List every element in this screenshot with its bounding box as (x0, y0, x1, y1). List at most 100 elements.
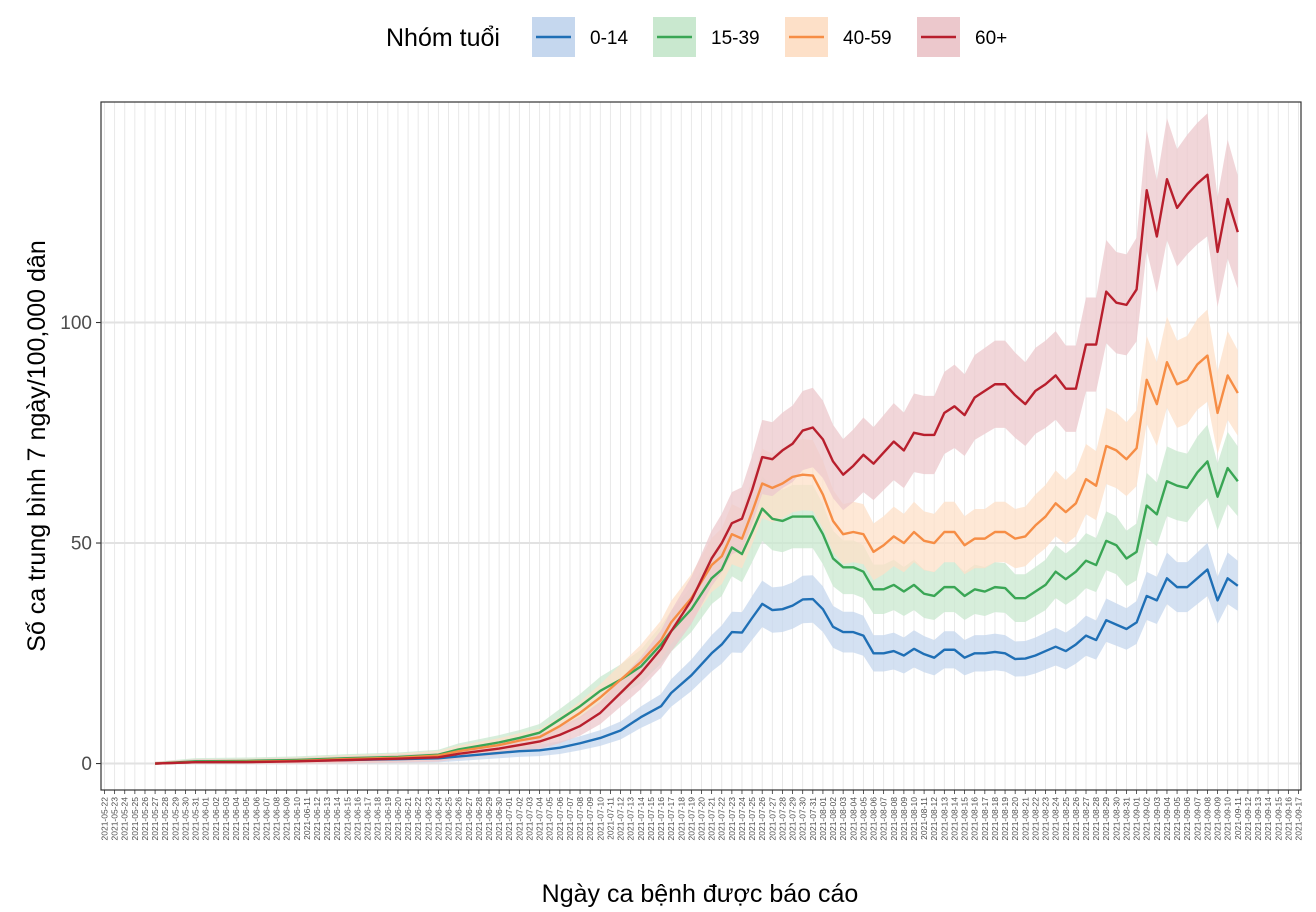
legend-label: 15-39 (711, 28, 760, 49)
x-tick-label: 2021-06-02 (211, 797, 221, 841)
x-tick-label: 2021-07-22 (717, 797, 727, 841)
x-tick-label: 2021-08-21 (1020, 797, 1030, 841)
legend-label: 60+ (975, 28, 1007, 49)
x-tick-label: 2021-06-12 (312, 797, 322, 841)
x-tick-label: 2021-08-15 (960, 797, 970, 841)
x-tick-label: 2021-06-15 (342, 797, 352, 841)
x-tick-label: 2021-06-08 (272, 797, 282, 841)
x-tick-label: 2021-08-08 (889, 797, 899, 841)
x-tick-label: 2021-07-06 (555, 797, 565, 841)
x-tick-label: 2021-05-24 (120, 797, 130, 841)
x-tick-label: 2021-07-05 (545, 797, 555, 841)
x-tick-label: 2021-07-24 (737, 797, 747, 841)
x-tick-label: 2021-08-16 (970, 797, 980, 841)
x-tick-label: 2021-08-11 (919, 797, 929, 840)
x-tick-label: 2021-07-23 (727, 797, 737, 841)
x-tick-label: 2021-08-01 (818, 797, 828, 841)
y-axis: 0 50 100 (60, 313, 101, 775)
legend: Nhóm tuổi 0-14 15-39 40-59 60+ (386, 17, 1007, 57)
series-lines (155, 173, 1239, 765)
x-tick-label: 2021-09-03 (1152, 797, 1162, 841)
x-tick-label: 2021-06-18 (373, 797, 383, 841)
y-tick-label: 100 (60, 313, 92, 334)
x-tick-label: 2021-07-16 (656, 797, 666, 841)
x-tick-label: 2021-07-04 (535, 797, 545, 841)
x-tick-label: 2021-06-17 (363, 797, 373, 841)
x-tick-label: 2021-05-26 (140, 797, 150, 841)
x-tick-label: 2021-06-28 (474, 797, 484, 841)
x-tick-label: 2021-09-11 (1233, 797, 1243, 840)
legend-label: 40-59 (843, 28, 892, 49)
x-tick-label: 2021-09-12 (1243, 797, 1253, 841)
x-tick-label: 2021-06-09 (282, 797, 292, 841)
x-tick-label: 2021-08-02 (828, 797, 838, 841)
x-tick-label: 2021-07-31 (808, 797, 818, 841)
x-tick-label: 2021-09-15 (1273, 797, 1283, 841)
x-tick-label: 2021-06-04 (231, 797, 241, 841)
x-tick-label: 2021-09-16 (1283, 797, 1293, 841)
y-axis-title: Số ca trung bình 7 ngày/100,000 dân (23, 240, 51, 651)
x-tick-label: 2021-08-20 (1010, 797, 1020, 841)
x-tick-label: 2021-08-22 (1030, 797, 1040, 841)
x-tick-label: 2021-09-10 (1223, 797, 1233, 841)
x-tick-label: 2021-07-27 (767, 797, 777, 841)
x-tick-label: 2021-06-25 (444, 797, 454, 841)
band-0-14 (155, 542, 1238, 764)
x-tick-label: 2021-06-05 (241, 797, 251, 841)
x-tick-label: 2021-09-06 (1182, 797, 1192, 841)
x-tick-label: 2021-06-24 (433, 797, 443, 841)
x-tick-label: 2021-05-27 (150, 797, 160, 841)
x-tick-label: 2021-06-11 (302, 797, 312, 840)
x-tick-label: 2021-06-13 (322, 797, 332, 841)
x-tick-label: 2021-09-05 (1172, 797, 1182, 841)
x-tick-label: 2021-07-28 (777, 797, 787, 841)
x-tick-label: 2021-06-23 (423, 797, 433, 841)
x-tick-label: 2021-08-26 (1071, 797, 1081, 841)
x-tick-label: 2021-09-14 (1263, 797, 1273, 841)
x-tick-label: 2021-07-18 (676, 797, 686, 841)
x-tick-label: 2021-08-07 (879, 797, 889, 841)
x-tick-label: 2021-07-12 (616, 797, 626, 841)
x-tick-label: 2021-09-07 (1192, 797, 1202, 841)
x-tick-label: 2021-08-06 (869, 797, 879, 841)
x-axis-title: Ngày ca bệnh được báo cáo (542, 880, 859, 908)
x-tick-label: 2021-07-15 (646, 797, 656, 841)
x-tick-label: 2021-06-30 (494, 797, 504, 841)
series-line-15-39 (155, 460, 1239, 765)
x-tick-label: 2021-07-29 (788, 797, 798, 841)
x-tick-label: 2021-06-14 (332, 797, 342, 841)
x-tick-label: 2021-07-01 (504, 797, 514, 841)
x-tick-label: 2021-07-11 (605, 797, 615, 840)
x-tick-label: 2021-06-29 (484, 797, 494, 841)
x-tick-label: 2021-08-29 (1101, 797, 1111, 841)
x-tick-label: 2021-07-10 (595, 797, 605, 841)
x-tick-label: 2021-08-17 (980, 797, 990, 841)
x-tick-label: 2021-05-30 (180, 797, 190, 841)
x-tick-label: 2021-08-28 (1091, 797, 1101, 841)
x-tick-label: 2021-07-30 (798, 797, 808, 841)
legend-title: Nhóm tuổi (386, 24, 500, 52)
x-tick-label: 2021-07-21 (707, 797, 717, 841)
plot-border (100, 101, 1302, 791)
x-tick-label: 2021-06-20 (393, 797, 403, 841)
x-axis: 2021-05-22 2021-05-23 2021-05-24 2021-05-25… (100, 790, 1304, 840)
x-tick-label: 2021-08-19 (1000, 797, 1010, 841)
legend-label: 0-14 (590, 28, 628, 49)
x-tick-label: 2021-09-04 (1162, 797, 1172, 841)
x-tick-label: 2021-06-16 (352, 797, 362, 841)
y-tick-label: 0 (81, 754, 92, 775)
x-tick-label: 2021-08-04 (848, 797, 858, 841)
x-tick-label: 2021-06-26 (454, 797, 464, 841)
x-tick-label: 2021-06-03 (221, 797, 231, 841)
series-line-0-14 (155, 568, 1239, 765)
x-tick-label: 2021-08-05 (858, 797, 868, 841)
x-tick-label: 2021-08-23 (1041, 797, 1051, 841)
x-tick-label: 2021-09-01 (1132, 797, 1142, 841)
x-tick-label: 2021-06-27 (464, 797, 474, 841)
x-tick-label: 2021-09-09 (1213, 797, 1223, 841)
x-tick-label: 2021-07-20 (697, 797, 707, 841)
x-tick-label: 2021-05-28 (160, 797, 170, 841)
x-tick-label: 2021-07-03 (524, 797, 534, 841)
x-tick-label: 2021-08-31 (1121, 797, 1131, 841)
